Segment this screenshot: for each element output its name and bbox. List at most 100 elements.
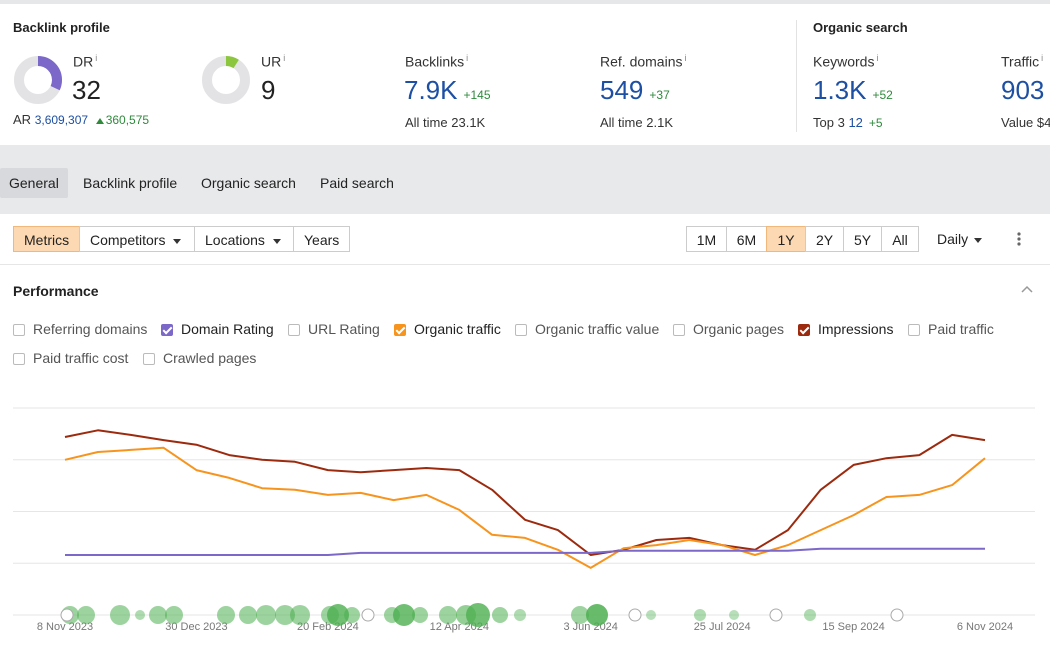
metric-toggle[interactable]: Paid traffic cost xyxy=(13,349,128,367)
section-title: Organic search xyxy=(813,20,908,35)
change: +145 xyxy=(463,88,491,102)
separator xyxy=(0,264,1050,265)
label: Locations xyxy=(205,232,265,248)
label: UR xyxy=(261,53,282,70)
range-button[interactable]: 2Y xyxy=(805,226,844,252)
update-marker[interactable] xyxy=(628,608,642,622)
metric-toggle[interactable]: Referring domains xyxy=(13,320,147,338)
checkbox[interactable] xyxy=(13,324,25,336)
info-icon[interactable]: i xyxy=(95,53,98,63)
value[interactable]: 12 xyxy=(848,115,863,130)
update-marker[interactable] xyxy=(769,608,783,622)
event-marker[interactable] xyxy=(327,604,349,626)
checkbox[interactable] xyxy=(673,324,685,336)
update-marker[interactable] xyxy=(361,608,375,622)
update-marker[interactable] xyxy=(60,608,74,622)
metric-label: Domain Rating xyxy=(181,321,274,337)
metric-label: DR i xyxy=(73,53,97,70)
event-marker[interactable] xyxy=(646,610,656,620)
info-icon[interactable]: i xyxy=(684,53,687,63)
metric-toggle[interactable]: Paid traffic xyxy=(908,320,994,338)
donut-track xyxy=(202,56,250,104)
event-marker[interactable] xyxy=(149,606,167,624)
divider xyxy=(796,20,797,132)
metric-value[interactable]: 903 xyxy=(1001,75,1045,105)
metric-toggle[interactable]: Crawled pages xyxy=(143,349,256,367)
event-marker[interactable] xyxy=(275,605,295,625)
range-button[interactable]: 6M xyxy=(726,226,767,252)
dr-donut xyxy=(14,56,62,104)
filter-button[interactable]: Years xyxy=(293,226,350,252)
tab-bar: General Backlink profile Organic search … xyxy=(0,145,1050,214)
checkbox[interactable] xyxy=(908,324,920,336)
x-tick-label: 3 Jun 2024 xyxy=(563,621,617,633)
series-line xyxy=(64,429,986,556)
x-tick-label: 30 Dec 2023 xyxy=(165,621,227,633)
info-icon[interactable]: i xyxy=(876,53,879,63)
event-marker[interactable] xyxy=(694,609,706,621)
change: 360,575 xyxy=(105,113,150,127)
checkbox[interactable] xyxy=(161,324,173,336)
metric-value: 7.9K +145 xyxy=(404,75,491,106)
value[interactable]: 3,609,307 xyxy=(34,113,89,127)
event-marker[interactable] xyxy=(217,606,235,624)
metric-toggle[interactable]: Organic pages xyxy=(673,320,784,338)
checkbox[interactable] xyxy=(515,324,527,336)
event-marker[interactable] xyxy=(439,606,457,624)
range-button[interactable]: 5Y xyxy=(843,226,882,252)
event-marker[interactable] xyxy=(729,610,739,620)
checkbox[interactable] xyxy=(798,324,810,336)
metric-toggle[interactable]: Impressions xyxy=(798,320,893,338)
value[interactable]: 7.9K xyxy=(404,75,458,105)
range-button[interactable]: 1M xyxy=(686,226,727,252)
event-marker[interactable] xyxy=(571,606,589,624)
info-icon[interactable]: i xyxy=(466,53,469,63)
value[interactable]: 549 xyxy=(600,75,644,105)
event-marker[interactable] xyxy=(239,606,257,624)
tab[interactable]: Organic search xyxy=(201,175,296,191)
checkbox[interactable] xyxy=(13,353,25,365)
value[interactable]: 1.3K xyxy=(813,75,867,105)
checkbox[interactable] xyxy=(394,324,406,336)
filter-dropdown[interactable]: Locations xyxy=(194,226,294,252)
tab[interactable]: Paid search xyxy=(320,175,394,191)
range-button[interactable]: All xyxy=(881,226,919,252)
performance-chart: 6 Nov 2024 15 Sep 2024 25 Jul 2024 3 Jun 20… xyxy=(13,407,1035,633)
checkbox[interactable] xyxy=(288,324,300,336)
event-marker[interactable] xyxy=(344,607,360,623)
event-marker[interactable] xyxy=(256,605,276,625)
event-marker[interactable] xyxy=(393,604,415,626)
metric-toggle[interactable]: Domain Rating xyxy=(161,320,274,338)
event-marker[interactable] xyxy=(290,605,310,625)
filter-button[interactable]: Metrics xyxy=(13,226,80,252)
interval-dropdown[interactable]: Daily xyxy=(937,231,983,247)
tab[interactable]: Backlink profile xyxy=(83,175,178,191)
tab[interactable]: General xyxy=(0,168,68,198)
checkbox[interactable] xyxy=(143,353,155,365)
metric-toggle[interactable]: Organic traffic value xyxy=(515,320,659,338)
filter-dropdown[interactable]: Competitors xyxy=(79,226,195,252)
event-marker[interactable] xyxy=(412,607,428,623)
range-button[interactable]: 1Y xyxy=(766,226,806,252)
update-marker[interactable] xyxy=(890,608,904,622)
collapse-icon[interactable] xyxy=(1020,284,1034,294)
info-icon[interactable]: i xyxy=(283,53,286,63)
event-marker[interactable] xyxy=(586,604,608,626)
event-marker[interactable] xyxy=(466,603,490,627)
event-marker[interactable] xyxy=(135,610,145,620)
event-marker[interactable] xyxy=(110,605,130,625)
event-marker[interactable] xyxy=(492,607,508,623)
info-icon[interactable]: i xyxy=(1041,53,1044,63)
sub-row: All time 2.1K xyxy=(600,115,673,130)
more-menu[interactable] xyxy=(1014,231,1024,247)
x-tick-label: 15 Sep 2024 xyxy=(822,621,884,633)
event-marker[interactable] xyxy=(77,606,95,624)
event-marker[interactable] xyxy=(514,609,526,621)
metric-value: 9 xyxy=(261,75,276,105)
event-marker[interactable] xyxy=(165,606,183,624)
metric-toggle[interactable]: URL Rating xyxy=(288,320,380,338)
metric-value: 32 xyxy=(72,75,101,105)
event-marker[interactable] xyxy=(804,609,816,621)
metric-label: Paid traffic cost xyxy=(33,350,129,366)
metric-toggle[interactable]: Organic traffic xyxy=(394,320,501,338)
